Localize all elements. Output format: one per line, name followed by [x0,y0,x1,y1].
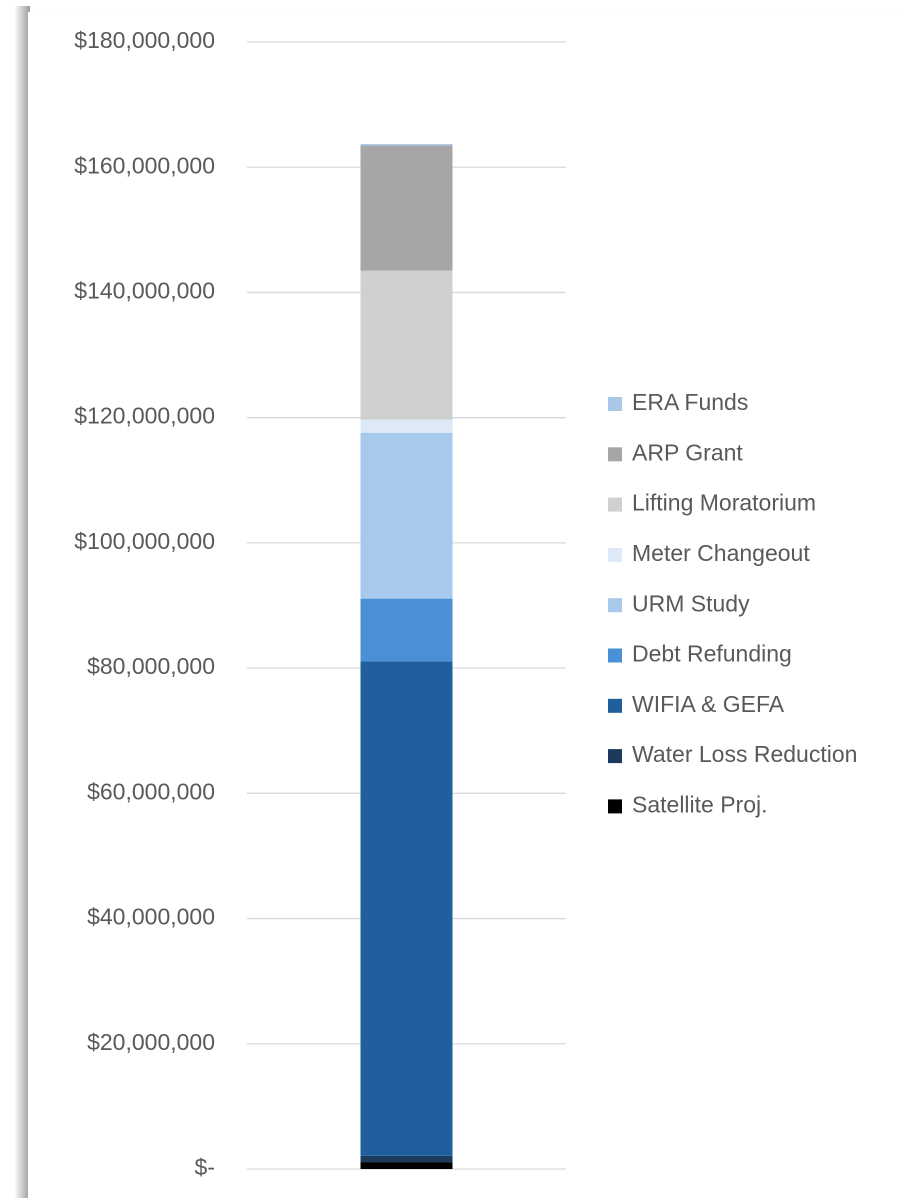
bar-segment [360,661,453,1156]
y-tick-label: $120,000,000 [74,403,215,429]
bar-segment [360,1162,453,1169]
legend-label: URM Study [632,590,750,616]
y-tick-label: $40,000,000 [87,904,215,930]
legend-swatch [608,598,622,613]
y-tick-label: $160,000,000 [74,152,215,178]
legend-label: Satellite Proj. [632,791,768,817]
legend-swatch [608,447,622,462]
legend-label: Debt Refunding [632,641,792,667]
legend-swatch [608,799,622,814]
y-tick-label: $- [195,1154,215,1180]
legend-swatch [608,547,622,562]
plot-panel [28,12,902,1198]
y-tick-label: $80,000,000 [87,653,215,679]
frame-shadow-left [14,6,30,1198]
bar-segment [360,144,453,146]
y-tick-label: $100,000,000 [74,528,215,554]
bar-segment [360,419,453,433]
legend-label: WIFIA & GEFA [632,691,785,717]
legend-swatch [608,397,622,411]
legend-label: ERA Funds [632,389,748,415]
bar-segment [360,145,453,271]
legend-swatch [608,497,622,512]
bar-segment [360,598,453,662]
legend-swatch [608,749,622,764]
legend-label: Water Loss Reduction [632,741,857,767]
legend-label: ARP Grant [632,439,743,465]
y-tick-label: $60,000,000 [87,778,215,804]
y-tick-label: $140,000,000 [74,278,215,304]
legend-label: Meter Changeout [632,540,810,566]
bar-segment [360,1155,453,1163]
bar-segment [360,270,453,420]
legend-swatch [608,698,622,713]
legend-label: Lifting Moratorium [632,490,816,516]
legend-swatch [608,648,622,663]
y-tick-label: $20,000,000 [87,1029,215,1055]
y-tick-label: $180,000,000 [74,27,215,53]
bar-segment [360,432,453,599]
